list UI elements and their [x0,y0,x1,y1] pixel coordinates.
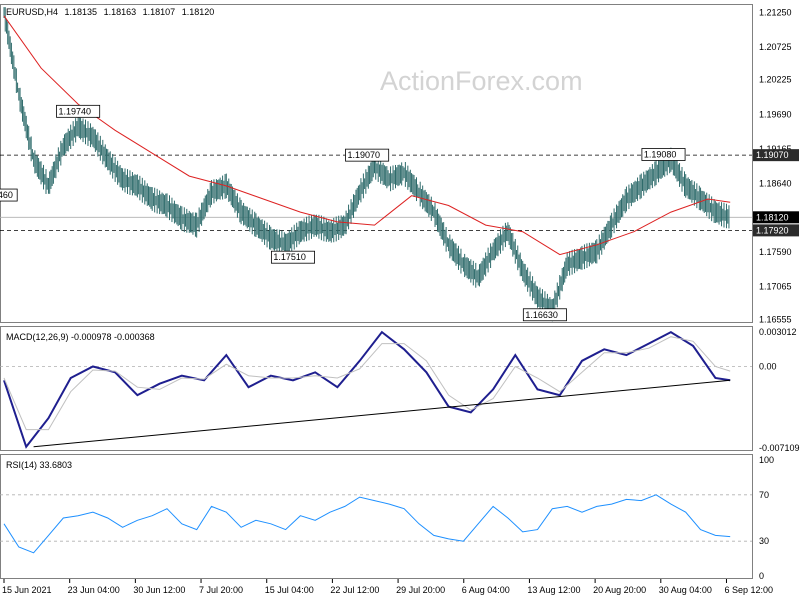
price-pane: 1.21250 1.20725 1.20225 1.19690 1.19165 1.186… [0,7,799,325]
macd-trendline [33,379,731,448]
rsi-tick-label: 100 [759,455,774,465]
macd-series-signal [3,336,731,431]
macd-tick-label: -0.007109 [759,443,800,453]
rsi-pane-frame [0,454,753,579]
price-level-tag [753,224,799,237]
x-tick-label: 6 Sep 12:00 [724,585,773,595]
rsi-pane: 100 70 30 0 [0,455,774,581]
price-tick-label: 1.21250 [759,8,792,18]
x-tick-label: 20 Aug 20:00 [593,585,646,595]
price-annotation-label: 1.19080 [644,149,677,159]
price-tick-label: 1.20225 [759,75,792,85]
rsi-tick-label: 0 [759,571,764,581]
price-level-tag [753,211,799,224]
x-tick-label: 30 Aug 04:00 [659,585,712,595]
x-tick-label: 30 Jun 12:00 [133,585,185,595]
macd-tick-label: 0.00 [759,362,777,372]
price-annotation-box [0,188,18,202]
price-annotation-label: 1.19070 [347,150,380,160]
price-level-label: 1.19070 [756,150,789,160]
price-annotation-box [522,308,567,322]
rsi-tick-label: 70 [759,490,769,500]
price-tick-label: 1.16555 [759,315,792,325]
price-header: EURUSD,H4 1.18135 1.18163 1.18107 1.1812… [6,7,214,17]
macd-pane: 0.003012 0.00 -0.007109 [0,327,800,453]
price-annotation-box [641,148,686,161]
price-level-label: 1.18120 [756,212,789,222]
macd-pane-frame [0,326,753,451]
x-axis: 15 Jun 2021 23 Jun 04:00 30 Jun 12:00 7 Jul… [2,579,773,595]
price-tick-label: 1.18640 [759,178,792,188]
x-tick-label: 13 Aug 12:00 [527,585,580,595]
x-tick-label: 6 Aug 04:00 [462,585,510,595]
rsi-header: RSI(14) 33.6803 [6,460,72,470]
x-tick-label: 23 Jun 04:00 [68,585,120,595]
price-annotation-label: 8460 [0,190,13,200]
x-tick-label: 7 Jul 20:00 [199,585,243,595]
x-tick-label: 15 Jun 2021 [2,585,52,595]
price-tick-label: 1.17065 [759,281,792,291]
price-tick-label: 1.17590 [759,247,792,257]
macd-tick-label: 0.003012 [759,327,797,337]
rsi-tick-label: 30 [759,536,769,546]
macd-series-macd [3,330,731,449]
price-level-label: 1.17920 [756,225,789,235]
x-tick-label: 15 Jul 04:00 [265,585,314,595]
price-annotation-label: 1.19740 [59,106,92,116]
price-annotation-label: 1.16630 [525,310,558,320]
price-level-tag [753,149,799,162]
price-annotation-label: 1.17510 [273,252,306,262]
rsi-series [3,494,731,554]
price-annotation-box [56,104,101,118]
x-tick-label: 29 Jul 20:00 [396,585,445,595]
watermark: ActionForex.com [380,66,583,96]
x-tick-label: 22 Jul 12:00 [330,585,379,595]
price-tick-label: 1.20725 [759,42,792,52]
macd-header: MACD(12,26,9) -0.000978 -0.000368 [6,332,155,342]
price-annotation-box [345,148,390,162]
price-tick-label: 1.19690 [759,110,792,120]
price-tick-label: 1.19165 [759,144,792,154]
moving-average-line [3,15,731,256]
price-annotation-box [270,250,315,264]
